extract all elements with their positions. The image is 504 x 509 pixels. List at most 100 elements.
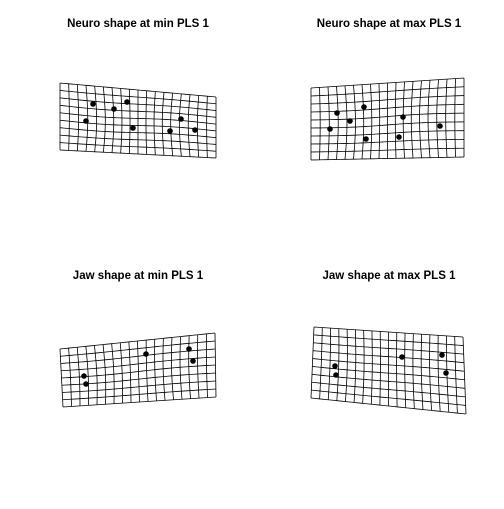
panel-title-jaw-max: Jaw shape at max PLS 1 [323,270,457,282]
grid-line-horizontal [59,90,217,105]
grid-line-vertical [445,79,448,158]
grid-line-vertical [427,80,431,158]
grid-line-horizontal [310,95,465,105]
grid-line-vertical [161,92,165,156]
grid-line-vertical [429,334,432,411]
grid-line-horizontal [313,334,464,346]
grid-line-vertical [353,329,357,403]
landmark-point [167,128,173,134]
grid-line-horizontal [311,381,466,398]
grid-line-horizontal [312,366,465,381]
grid-line-vertical [111,343,115,404]
grid-line-vertical [344,85,348,160]
landmark-point [363,136,369,142]
landmark-point [400,114,406,120]
grid-line-vertical [171,337,174,400]
grid-line-horizontal [61,356,216,372]
grid-line-horizontal [310,139,465,145]
grid-line-horizontal [60,340,216,357]
grid-line-horizontal [62,396,217,408]
grid-line-vertical [402,81,405,159]
tps-grid-neuro-min [59,82,217,159]
grid-line-vertical [76,84,80,151]
grid-line-vertical [462,336,467,415]
grid-line-horizontal [59,97,217,111]
grid-line-horizontal [59,142,217,152]
grid-line-vertical [410,81,414,159]
landmark-point [332,363,338,369]
landmark-point [190,358,196,364]
landmark-point [439,352,445,358]
grid-line-horizontal [59,127,217,139]
grid-line-horizontal [310,147,465,153]
panel-title-jaw-min: Jaw shape at min PLS 1 [73,270,204,282]
grid-line-vertical [327,86,330,160]
grid-line-vertical [336,328,340,401]
landmark-point [81,373,87,379]
grid-line-vertical [419,80,422,158]
grid-line-vertical [102,86,106,153]
grid-line-vertical [187,94,191,157]
grid-line-vertical [404,333,407,408]
grid-line-horizontal [59,104,217,118]
grid-line-vertical [145,90,148,155]
grid-line-vertical [170,93,174,156]
grid-line-horizontal [310,112,465,121]
grid-line-horizontal [59,332,216,350]
grid-line-vertical [353,85,356,160]
grid-line-horizontal [310,77,465,89]
landmark-point [361,104,367,110]
panel-title-neuro-max: Neuro shape at max PLS 1 [317,18,462,30]
grid-line-horizontal [311,389,466,406]
landmark-point [443,370,449,376]
grid-line-vertical [120,88,123,154]
grid-line-horizontal [59,134,217,145]
grid-line-vertical [396,332,398,407]
grid-line-vertical [319,87,321,160]
grid-line-horizontal [62,380,216,393]
grid-line-vertical [102,344,107,405]
grid-line-horizontal [59,149,217,159]
grid-line-horizontal [310,156,465,161]
grid-line-horizontal [61,364,216,379]
grid-line-vertical [188,335,191,399]
grid-line-vertical [179,336,183,400]
grid-line-horizontal [312,358,465,372]
grid-line-vertical [420,334,424,410]
grid-line-vertical [206,96,208,158]
grid-line-horizontal [62,388,216,401]
grid-line-vertical [454,78,456,158]
grid-line-horizontal [59,82,217,98]
tps-grid-neuro-max [310,77,465,161]
landmark-point [186,346,192,352]
grid-line-vertical [310,326,315,399]
grid-line-vertical [178,93,182,157]
grid-line-vertical [361,84,365,160]
grid-line-vertical [345,329,348,402]
landmark-point [111,106,117,112]
grid-line-vertical [327,328,331,400]
grid-line-horizontal [311,373,466,389]
grid-line-vertical [336,86,339,160]
grid-line-vertical [94,345,98,405]
grid-line-vertical [436,79,439,158]
landmark-point [334,110,340,116]
grid-line-vertical [378,83,381,159]
grid-line-vertical [370,330,373,405]
grid-line-horizontal [310,397,467,415]
grid-line-vertical [379,331,381,406]
landmark-point [396,134,402,140]
grid-line-vertical [370,84,373,159]
landmark-point [333,372,339,378]
grid-line-vertical [196,95,200,158]
grid-line-vertical [128,89,131,154]
grid-line-vertical [362,330,365,404]
grid-line-vertical [111,87,115,153]
landmark-point [399,354,405,360]
grid-line-vertical [162,338,166,401]
landmark-point [192,127,198,133]
grid-line-vertical [412,333,415,409]
grid-line-horizontal [312,350,465,364]
